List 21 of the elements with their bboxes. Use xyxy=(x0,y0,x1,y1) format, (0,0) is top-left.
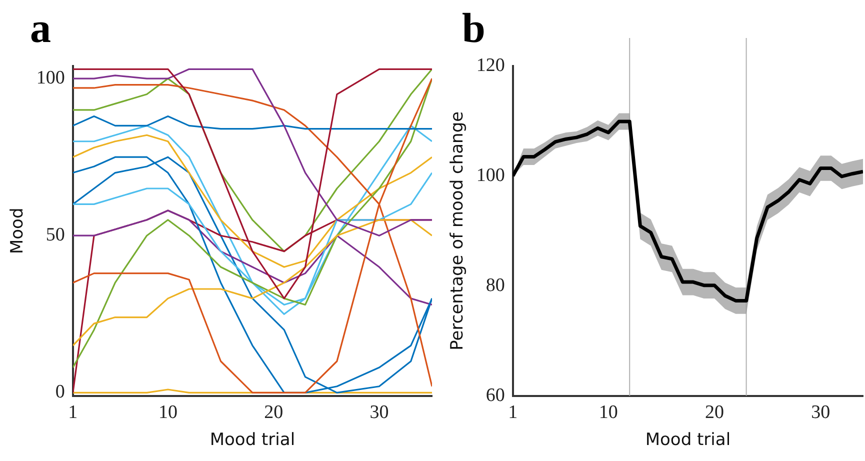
y-tick-label: 100 xyxy=(476,164,505,186)
y-tick-label: 120 xyxy=(476,54,505,76)
x-tick-label: 10 xyxy=(598,402,618,424)
x-axis-title: Mood trial xyxy=(210,430,296,450)
x-tick-label: 30 xyxy=(370,402,389,424)
y-axis-title: Mood xyxy=(8,208,28,254)
x-tick-label: 1 xyxy=(68,402,78,424)
x-tick-label: 30 xyxy=(811,402,830,424)
y-tick-label: 50 xyxy=(46,224,65,246)
y-axis-title: Percentage of mood change xyxy=(448,111,468,350)
y-tick-label: 100 xyxy=(36,68,65,89)
x-axis-title: Mood trial xyxy=(645,430,731,450)
x-tick-label: 10 xyxy=(158,402,178,424)
y-tick-label: 0 xyxy=(55,382,65,403)
y-tick-label: 80 xyxy=(486,274,505,296)
x-tick-label: 20 xyxy=(264,402,284,424)
chart-title: b xyxy=(462,6,486,52)
x-tick-label: 20 xyxy=(704,402,724,424)
x-tick-label: 1 xyxy=(508,402,518,424)
y-tick-label: 60 xyxy=(486,384,505,406)
chart-title: a xyxy=(30,6,51,52)
